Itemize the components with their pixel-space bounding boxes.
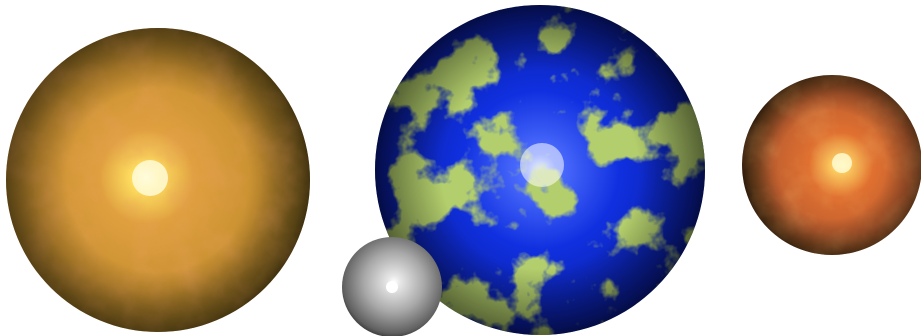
earth-planet [375,5,705,335]
orange-planet [6,28,310,332]
moon [342,237,442,336]
red-planet [742,75,921,255]
